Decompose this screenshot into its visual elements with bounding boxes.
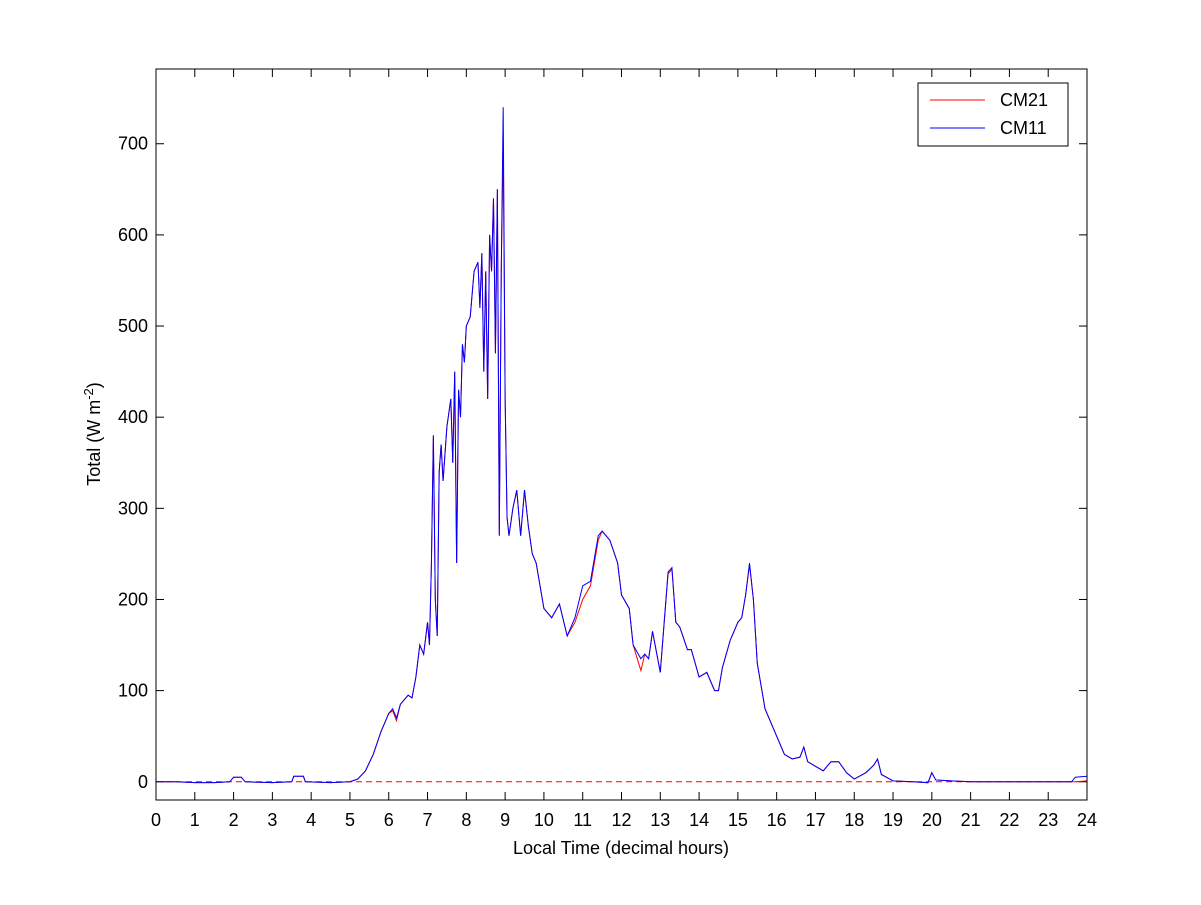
y-tick-label: 700 (118, 134, 148, 154)
x-tick-label: 13 (650, 810, 670, 830)
y-axis-label-suffix: ) (84, 382, 104, 388)
x-tick-label: 0 (151, 810, 161, 830)
x-tick-label: 10 (534, 810, 554, 830)
x-tick-label: 2 (229, 810, 239, 830)
x-tick-label: 11 (573, 810, 592, 830)
x-tick-label: 18 (844, 810, 864, 830)
plot-frame (155, 68, 1088, 801)
series-line (156, 107, 1088, 784)
x-tick-label: 6 (384, 810, 394, 830)
y-tick-label: 100 (118, 681, 148, 701)
x-axis-label: Local Time (decimal hours) (513, 838, 729, 858)
x-tick-label: 15 (728, 810, 748, 830)
y-axis-label-superscript: -2 (81, 388, 96, 400)
x-tick-label: 1 (190, 810, 200, 830)
x-tick-label: 12 (611, 810, 631, 830)
x-tick-label: 20 (922, 810, 942, 830)
y-tick-label: 500 (118, 316, 148, 336)
x-tick-label: 24 (1077, 810, 1097, 830)
x-tick-label: 16 (767, 810, 787, 830)
legend-box (917, 82, 1069, 147)
x-tick-label: 3 (267, 810, 277, 830)
x-tick-label: 22 (999, 810, 1019, 830)
x-tick-label: 8 (461, 810, 471, 830)
x-tick-label: 7 (423, 810, 433, 830)
x-tick-label: 9 (500, 810, 510, 830)
y-tick-label: 600 (118, 225, 148, 245)
x-tick-label: 4 (306, 810, 316, 830)
legend-label: CM11 (1000, 118, 1047, 138)
x-tick-label: 23 (1038, 810, 1058, 830)
x-tick-label: 21 (961, 810, 981, 830)
y-axis-label-text: Total (W m (84, 400, 104, 486)
y-tick-label: 200 (118, 589, 148, 609)
y-tick-label: 0 (138, 772, 148, 792)
legend-label: CM21 (1000, 90, 1048, 110)
x-tick-label: 17 (805, 810, 825, 830)
y-axis-label: Total (W m-2) (81, 382, 104, 486)
y-tick-label: 300 (118, 498, 148, 518)
y-tick-label: 400 (118, 407, 148, 427)
x-tick-label: 5 (345, 810, 355, 830)
x-tick-label: 14 (689, 810, 709, 830)
x-tick-label: 19 (883, 810, 903, 830)
